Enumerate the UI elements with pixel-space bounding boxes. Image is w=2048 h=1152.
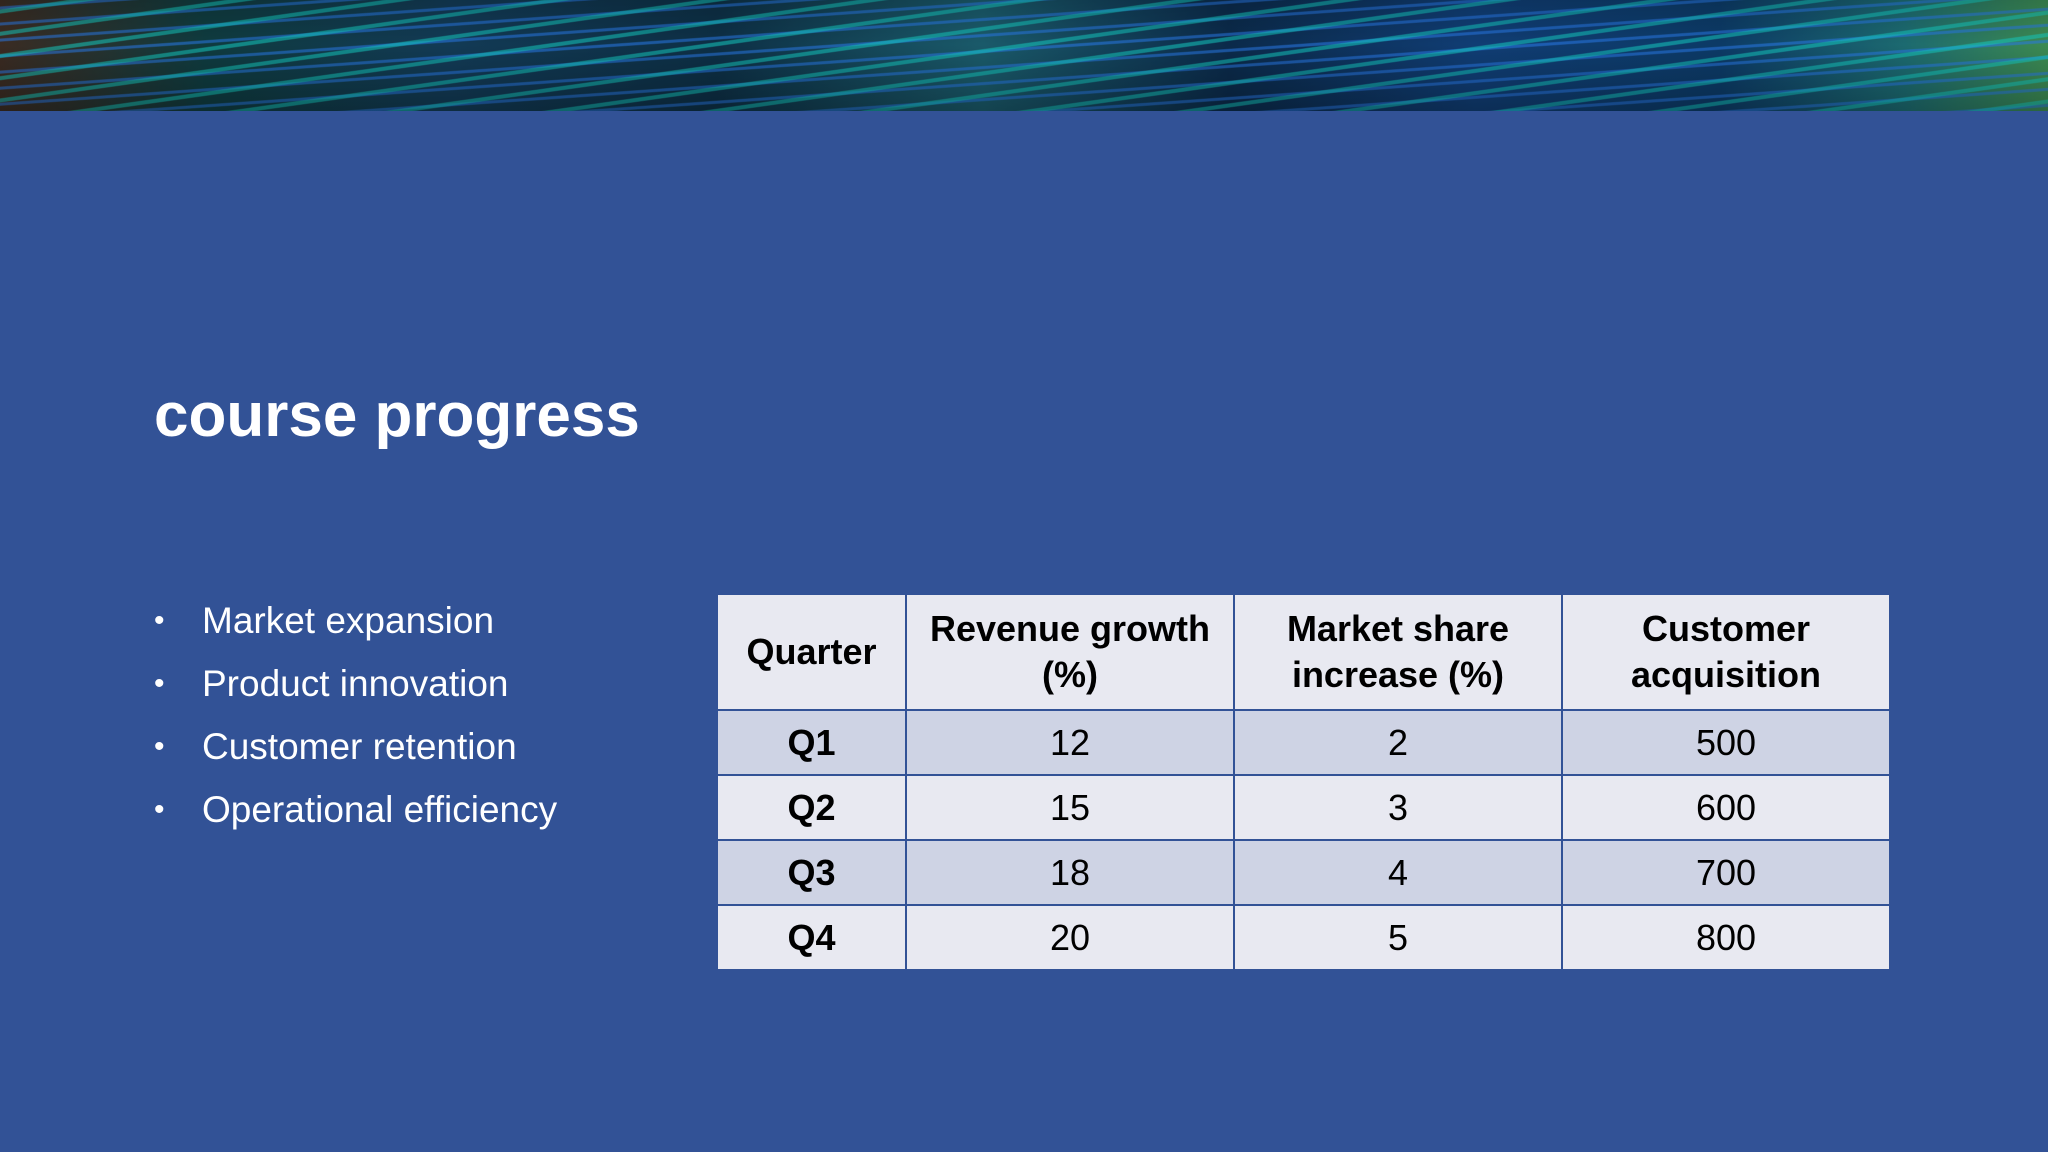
table-row: Q4 20 5 800: [716, 904, 1891, 971]
bullet-list: • Market expansion • Product innovation …: [154, 589, 557, 841]
bullet-dot: •: [154, 793, 165, 826]
bullet-text: Operational efficiency: [202, 789, 558, 830]
cell-customer-acquisition: 700: [1561, 839, 1891, 906]
cell-quarter: Q4: [716, 904, 907, 971]
cell-quarter: Q1: [716, 709, 907, 776]
cell-quarter: Q3: [716, 839, 907, 906]
bullet-item: • Customer retention: [154, 715, 557, 778]
bullet-dot: •: [154, 730, 165, 763]
data-table: Quarter Revenue growth (%) Market share …: [716, 593, 1891, 971]
bullet-dot: •: [154, 667, 165, 700]
header-market-share-increase: Market share increase (%): [1233, 593, 1563, 711]
table-row: Q1 12 2 500: [716, 709, 1891, 776]
banner-image: [0, 0, 2048, 111]
bullet-text: Customer retention: [202, 726, 517, 767]
bullet-text: Product innovation: [202, 663, 509, 704]
cell-revenue-growth: 20: [905, 904, 1235, 971]
cell-revenue-growth: 15: [905, 774, 1235, 841]
cell-quarter: Q2: [716, 774, 907, 841]
cell-market-share-increase: 4: [1233, 839, 1563, 906]
bullet-item: • Operational efficiency: [154, 778, 557, 841]
cell-revenue-growth: 18: [905, 839, 1235, 906]
cell-customer-acquisition: 500: [1561, 709, 1891, 776]
bullet-text: Market expansion: [202, 600, 495, 641]
cell-customer-acquisition: 600: [1561, 774, 1891, 841]
table-row: Q3 18 4 700: [716, 839, 1891, 906]
cell-revenue-growth: 12: [905, 709, 1235, 776]
slide-title: course progress: [154, 381, 640, 450]
bullet-dot: •: [154, 604, 165, 637]
header-quarter: Quarter: [716, 593, 907, 711]
bullet-item: • Product innovation: [154, 652, 557, 715]
cell-market-share-increase: 3: [1233, 774, 1563, 841]
header-revenue-growth: Revenue growth (%): [905, 593, 1235, 711]
bullet-item: • Market expansion: [154, 589, 557, 652]
table-row: Q2 15 3 600: [716, 774, 1891, 841]
table-header-row: Quarter Revenue growth (%) Market share …: [716, 593, 1891, 711]
header-customer-acquisition: Customer acquisition: [1561, 593, 1891, 711]
cell-market-share-increase: 2: [1233, 709, 1563, 776]
cell-customer-acquisition: 800: [1561, 904, 1891, 971]
cell-market-share-increase: 5: [1233, 904, 1563, 971]
